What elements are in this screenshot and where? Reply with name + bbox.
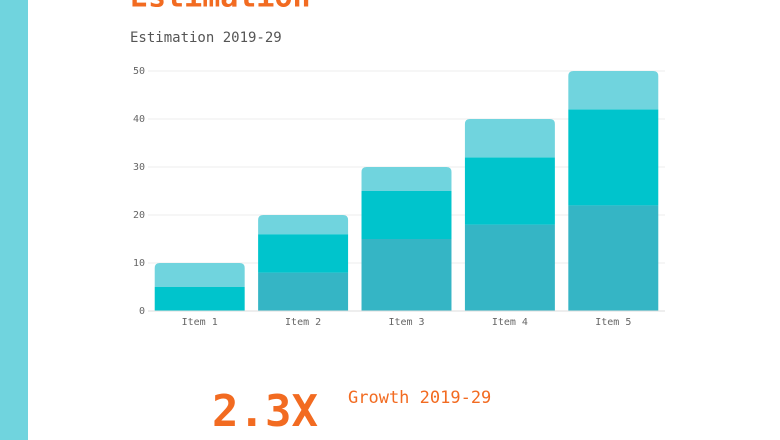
bar-segment <box>361 167 452 191</box>
y-tick-label: 50 <box>133 66 145 77</box>
x-tick-label: Item 2 <box>285 317 321 328</box>
y-tick-label: 10 <box>133 258 145 269</box>
y-tick-label: 30 <box>133 162 145 173</box>
bar-segment <box>568 71 659 110</box>
bar-segment <box>258 272 349 311</box>
x-tick-label: Item 4 <box>492 317 528 328</box>
bar-segment <box>568 109 659 206</box>
bar-segment <box>361 191 452 239</box>
callout-label: Growth 2019-29 <box>348 388 491 408</box>
bar-segment <box>154 263 245 287</box>
x-tick-label: Item 1 <box>182 317 218 328</box>
bar-segment <box>464 224 555 311</box>
x-tick-label: Item 5 <box>595 317 631 328</box>
bar-segment <box>464 157 555 225</box>
side-strip <box>0 0 28 440</box>
chart-subtitle: Estimation 2019-29 <box>130 30 282 46</box>
x-tick-label: Item 3 <box>388 317 424 328</box>
bar-segment <box>258 215 349 235</box>
callout-value: 2.3X <box>212 386 318 437</box>
bar-segment <box>361 239 452 311</box>
y-tick-label: 20 <box>133 210 145 221</box>
bar-segment <box>568 205 659 311</box>
y-tick-label: 0 <box>139 306 145 317</box>
bar-segment <box>258 234 349 273</box>
bar-segment <box>464 119 555 158</box>
bar-segment <box>154 287 245 311</box>
chart-title: Estimation <box>130 0 311 15</box>
y-tick-label: 40 <box>133 114 145 125</box>
